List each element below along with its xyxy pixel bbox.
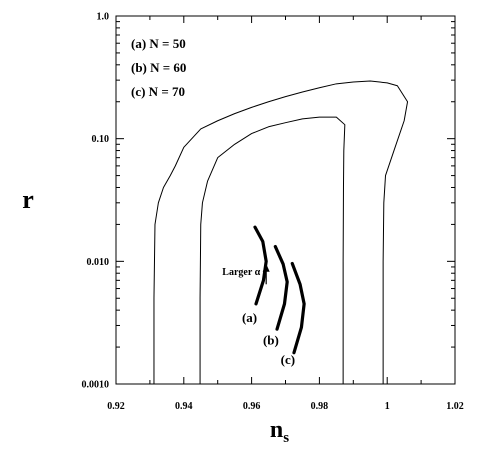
- plot-lines: [153, 80, 409, 385]
- x-axis: 0.92 0.94 0.96 0.98 1 1.02: [107, 16, 464, 412]
- y-tick-label: 0.0010: [82, 380, 110, 391]
- y-axis: 0.0010 0.010 0.10 1.0: [82, 12, 455, 391]
- x-tick-label: 0.92: [107, 401, 125, 412]
- arrow-head: [262, 263, 270, 272]
- legend-entry: (a) N = 50: [131, 36, 186, 51]
- curve-label: (c): [281, 352, 295, 367]
- x-axis-label-subscript: s: [283, 430, 289, 446]
- y-tick-label: 0.10: [92, 134, 110, 145]
- legend-entry: (b) N = 60: [131, 60, 186, 75]
- y-tick-label: 0.010: [87, 257, 110, 268]
- x-tick-label: 1.02: [446, 401, 464, 412]
- x-tick-label: 0.94: [175, 401, 193, 412]
- inner-contour-line: [199, 116, 346, 385]
- alpha-arc-line: [253, 225, 268, 306]
- legend: (a) N = 50 (b) N = 60 (c) N = 70: [131, 36, 186, 99]
- x-tick-label: 1: [385, 401, 390, 412]
- x-axis-label-main: n: [270, 417, 283, 443]
- alpha-arc-line: [273, 244, 289, 331]
- x-tick-label: 0.98: [311, 401, 329, 412]
- legend-entry: (c) N = 70: [131, 84, 185, 99]
- arrow-label: Larger α: [222, 267, 260, 278]
- curve-label: (a): [242, 310, 257, 325]
- y-axis-label: r: [22, 185, 34, 214]
- x-tick-label: 0.96: [243, 401, 261, 412]
- curve-label: (b): [263, 332, 279, 347]
- x-axis-label: ns: [270, 417, 289, 446]
- alpha-arc-line: [290, 261, 306, 355]
- y-tick-label: 1.0: [97, 12, 110, 23]
- outer-contour-line: [153, 80, 409, 385]
- annotations: Larger α (a) (b)(c): [222, 263, 295, 367]
